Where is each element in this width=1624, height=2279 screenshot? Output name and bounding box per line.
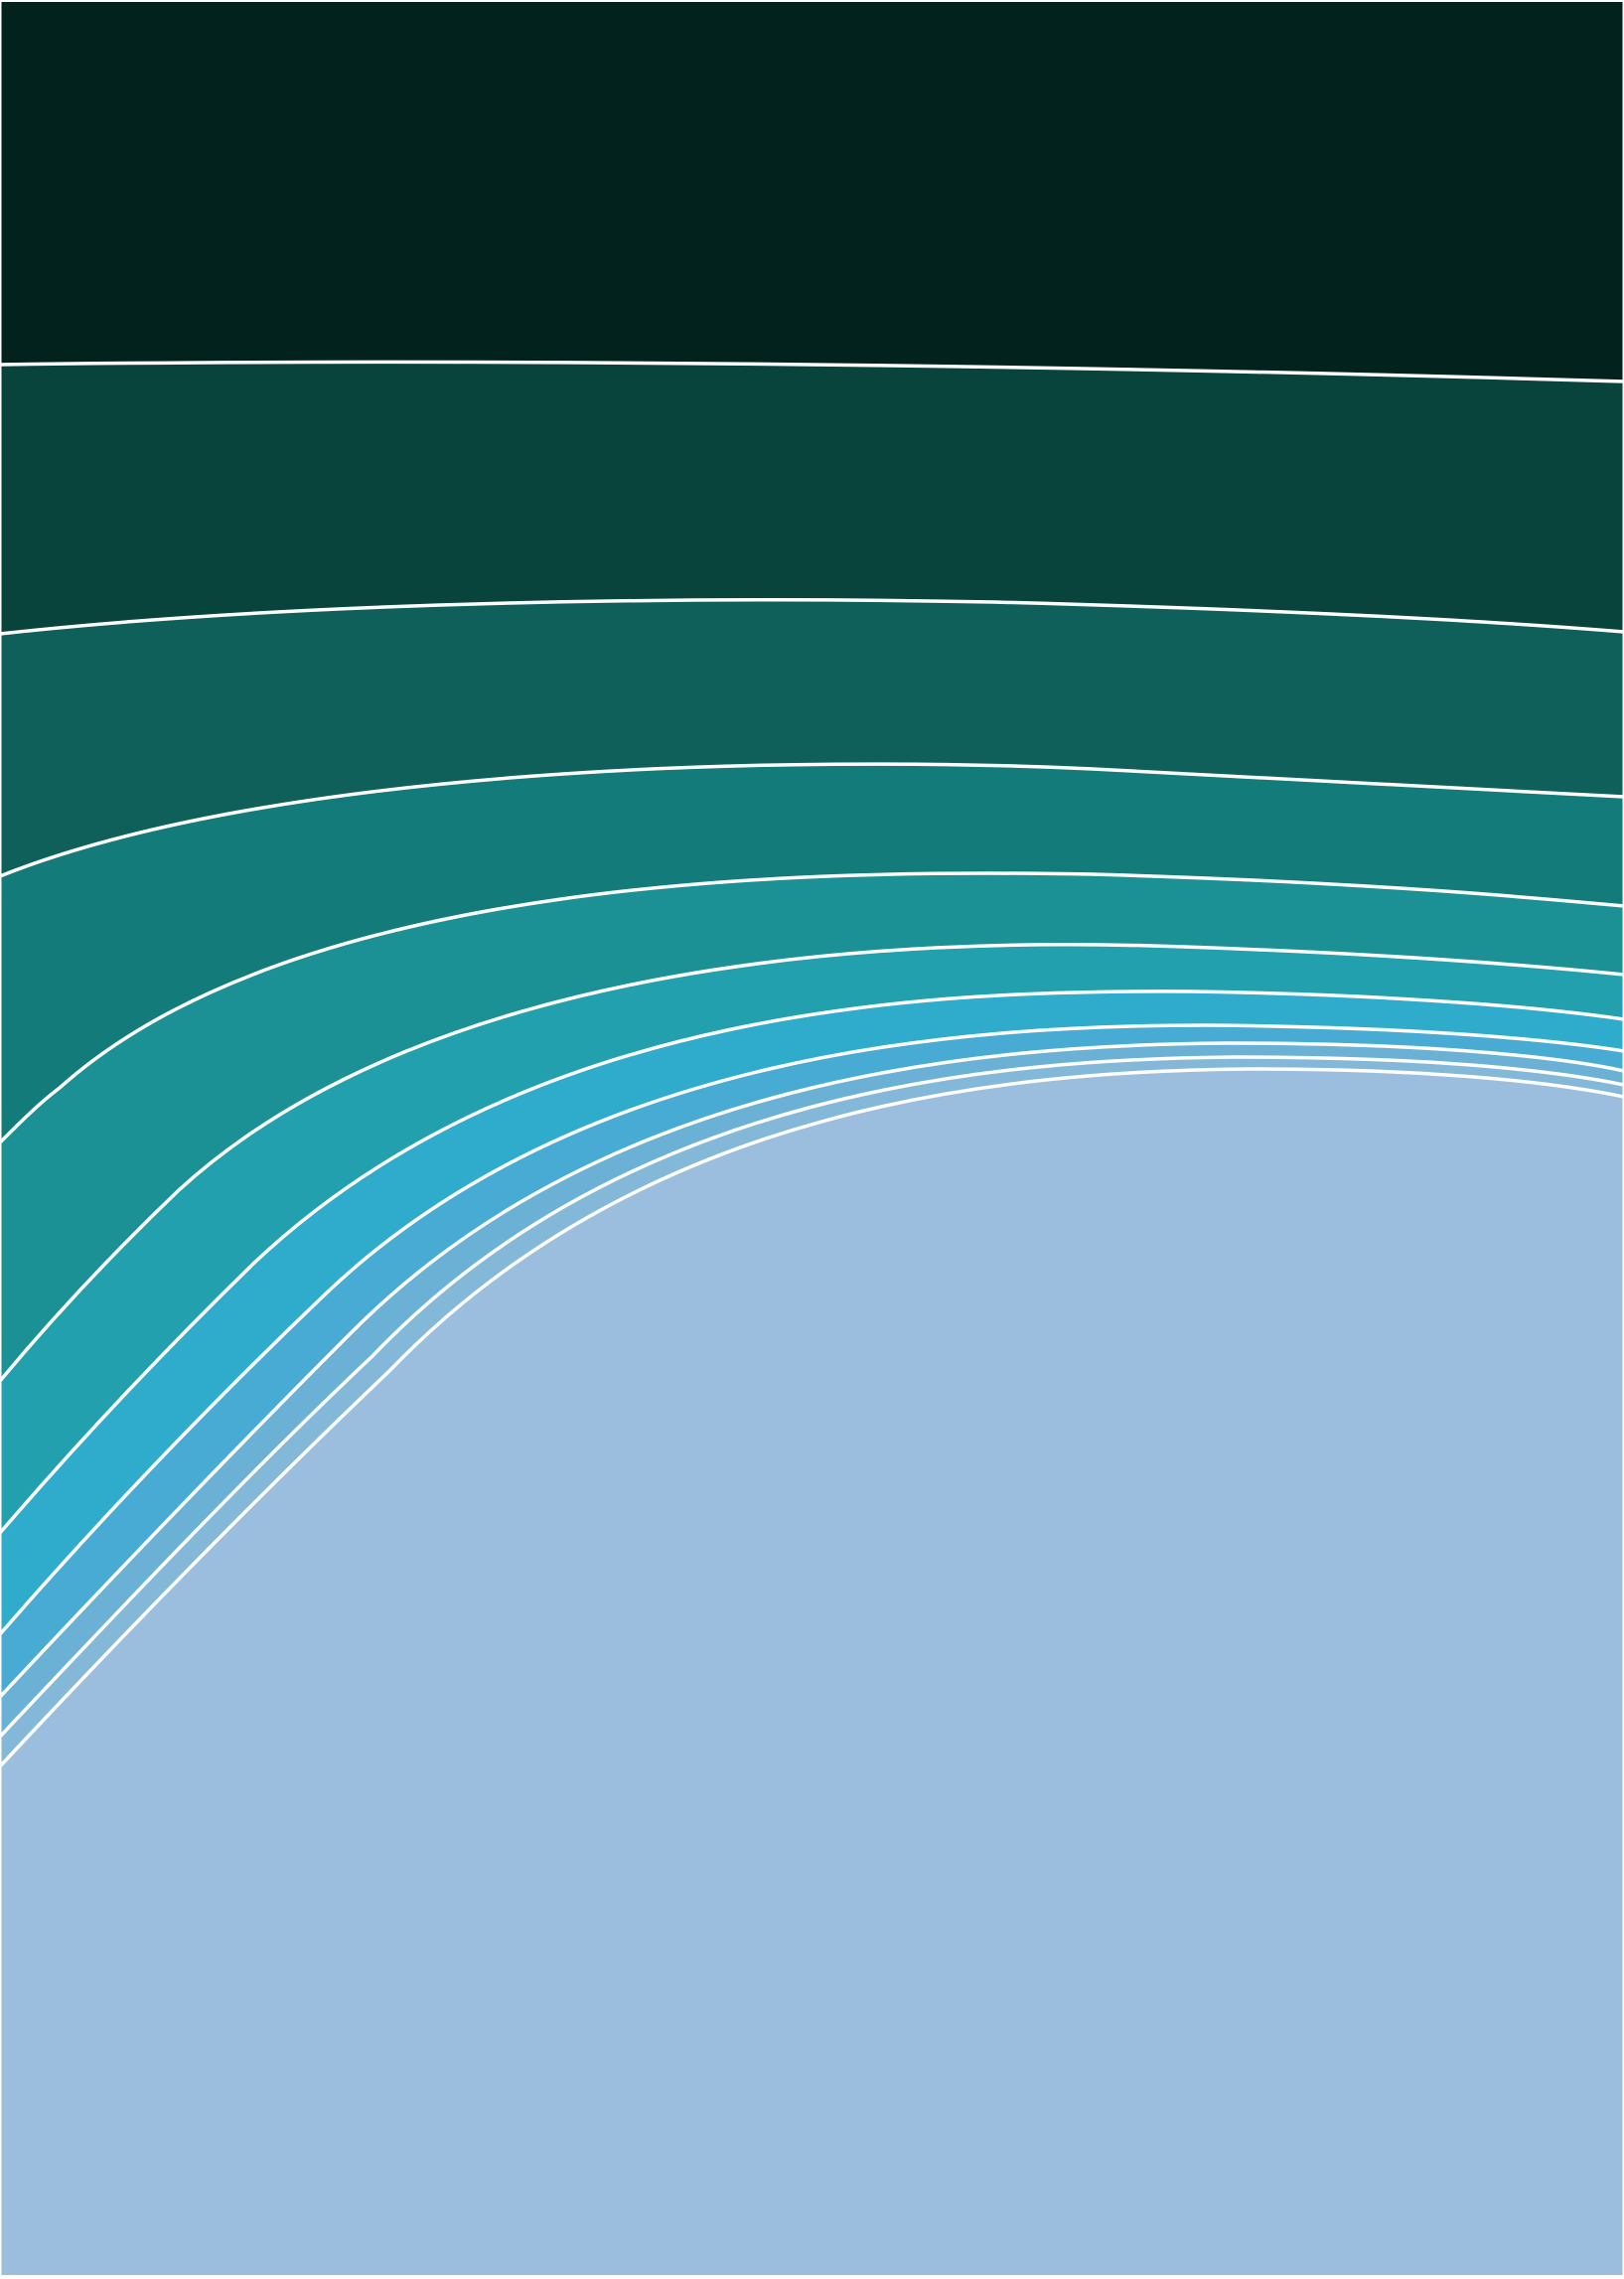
separator-line-7: [0, 1023, 1624, 1636]
separator-line-9: [0, 1055, 1624, 1739]
separator-line-3: [0, 762, 1624, 878]
separator-line-1: [0, 360, 1624, 383]
separator-line-8: [0, 1041, 1624, 1699]
separator-line-4: [0, 871, 1624, 1144]
separator-line-5: [0, 943, 1624, 1383]
band-11: [0, 1069, 1624, 2275]
separator-line-6: [0, 989, 1624, 1535]
separator-line-2: [0, 598, 1624, 636]
separator-line-10: [0, 1067, 1624, 1768]
